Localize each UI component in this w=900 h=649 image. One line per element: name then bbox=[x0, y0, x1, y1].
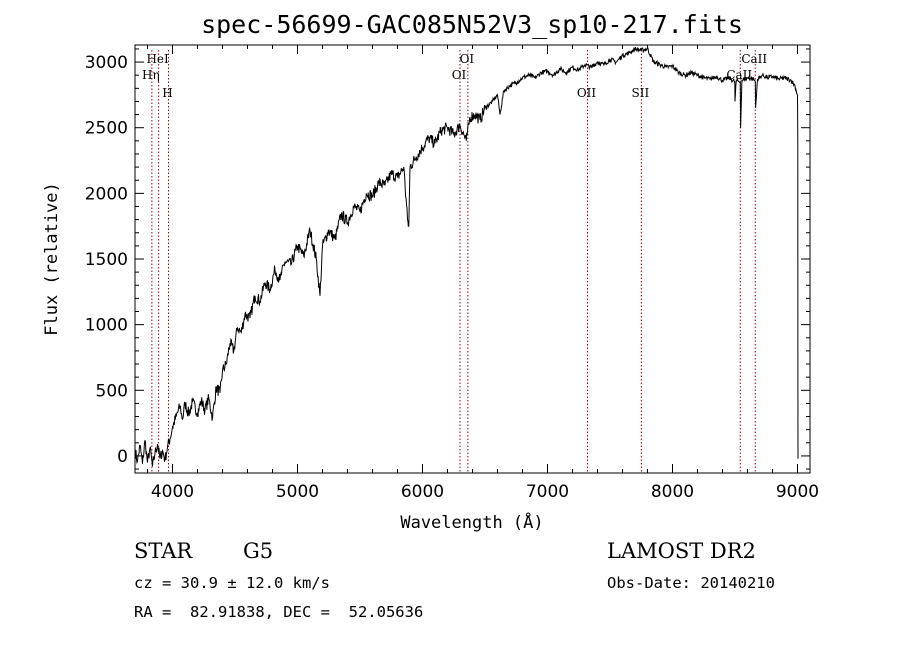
spectral-line-label: H bbox=[162, 86, 172, 100]
y-tick-label: 0 bbox=[117, 447, 128, 467]
chart-title: spec-56699-GAC085N52V3_sp10-217.fits bbox=[201, 10, 743, 39]
y-tick-label: 500 bbox=[96, 381, 128, 401]
y-tick-label: 1000 bbox=[85, 316, 128, 336]
spectral-line-label: Hη bbox=[142, 68, 160, 82]
x-tick-label: 8000 bbox=[651, 482, 694, 502]
spectral-line-label: SII bbox=[632, 86, 650, 100]
x-axis-label: Wavelength (Å) bbox=[400, 511, 543, 533]
x-tick-label: 7000 bbox=[526, 482, 569, 502]
spectral-line-label: OII bbox=[577, 86, 597, 100]
object-subclass: G5 bbox=[243, 539, 274, 563]
coordinates: RA = 82.91838, DEC = 52.05636 bbox=[134, 603, 424, 621]
survey-name: LAMOST DR2 bbox=[607, 539, 756, 563]
spectral-line-label: CaII bbox=[741, 52, 767, 66]
redshift-velocity: cz = 30.9 ± 12.0 km/s bbox=[134, 574, 330, 592]
observation-date: Obs-Date: 20140210 bbox=[607, 574, 775, 592]
y-axis-label: Flux (relative) bbox=[42, 182, 62, 336]
x-tick-label: 9000 bbox=[776, 482, 819, 502]
spectral-line-label: OI bbox=[460, 52, 475, 66]
y-tick-label: 2500 bbox=[85, 119, 128, 139]
spectral-line-label: OI bbox=[452, 68, 467, 82]
spectral-line-label: HeI bbox=[146, 52, 169, 66]
y-tick-label: 3000 bbox=[85, 53, 128, 73]
object-class: STAR bbox=[134, 539, 193, 563]
x-tick-label: 5000 bbox=[276, 482, 319, 502]
x-tick-label: 4000 bbox=[151, 482, 194, 502]
spectrum-line bbox=[134, 47, 799, 467]
y-tick-label: 1500 bbox=[85, 250, 128, 270]
x-tick-label: 6000 bbox=[401, 482, 444, 502]
plot-area: 4000 5000 6000 7000 8000 9000 0 500 1000 1500 2000… bbox=[85, 44, 819, 502]
plot-frame bbox=[134, 44, 811, 474]
y-tick-label: 2000 bbox=[85, 184, 128, 204]
